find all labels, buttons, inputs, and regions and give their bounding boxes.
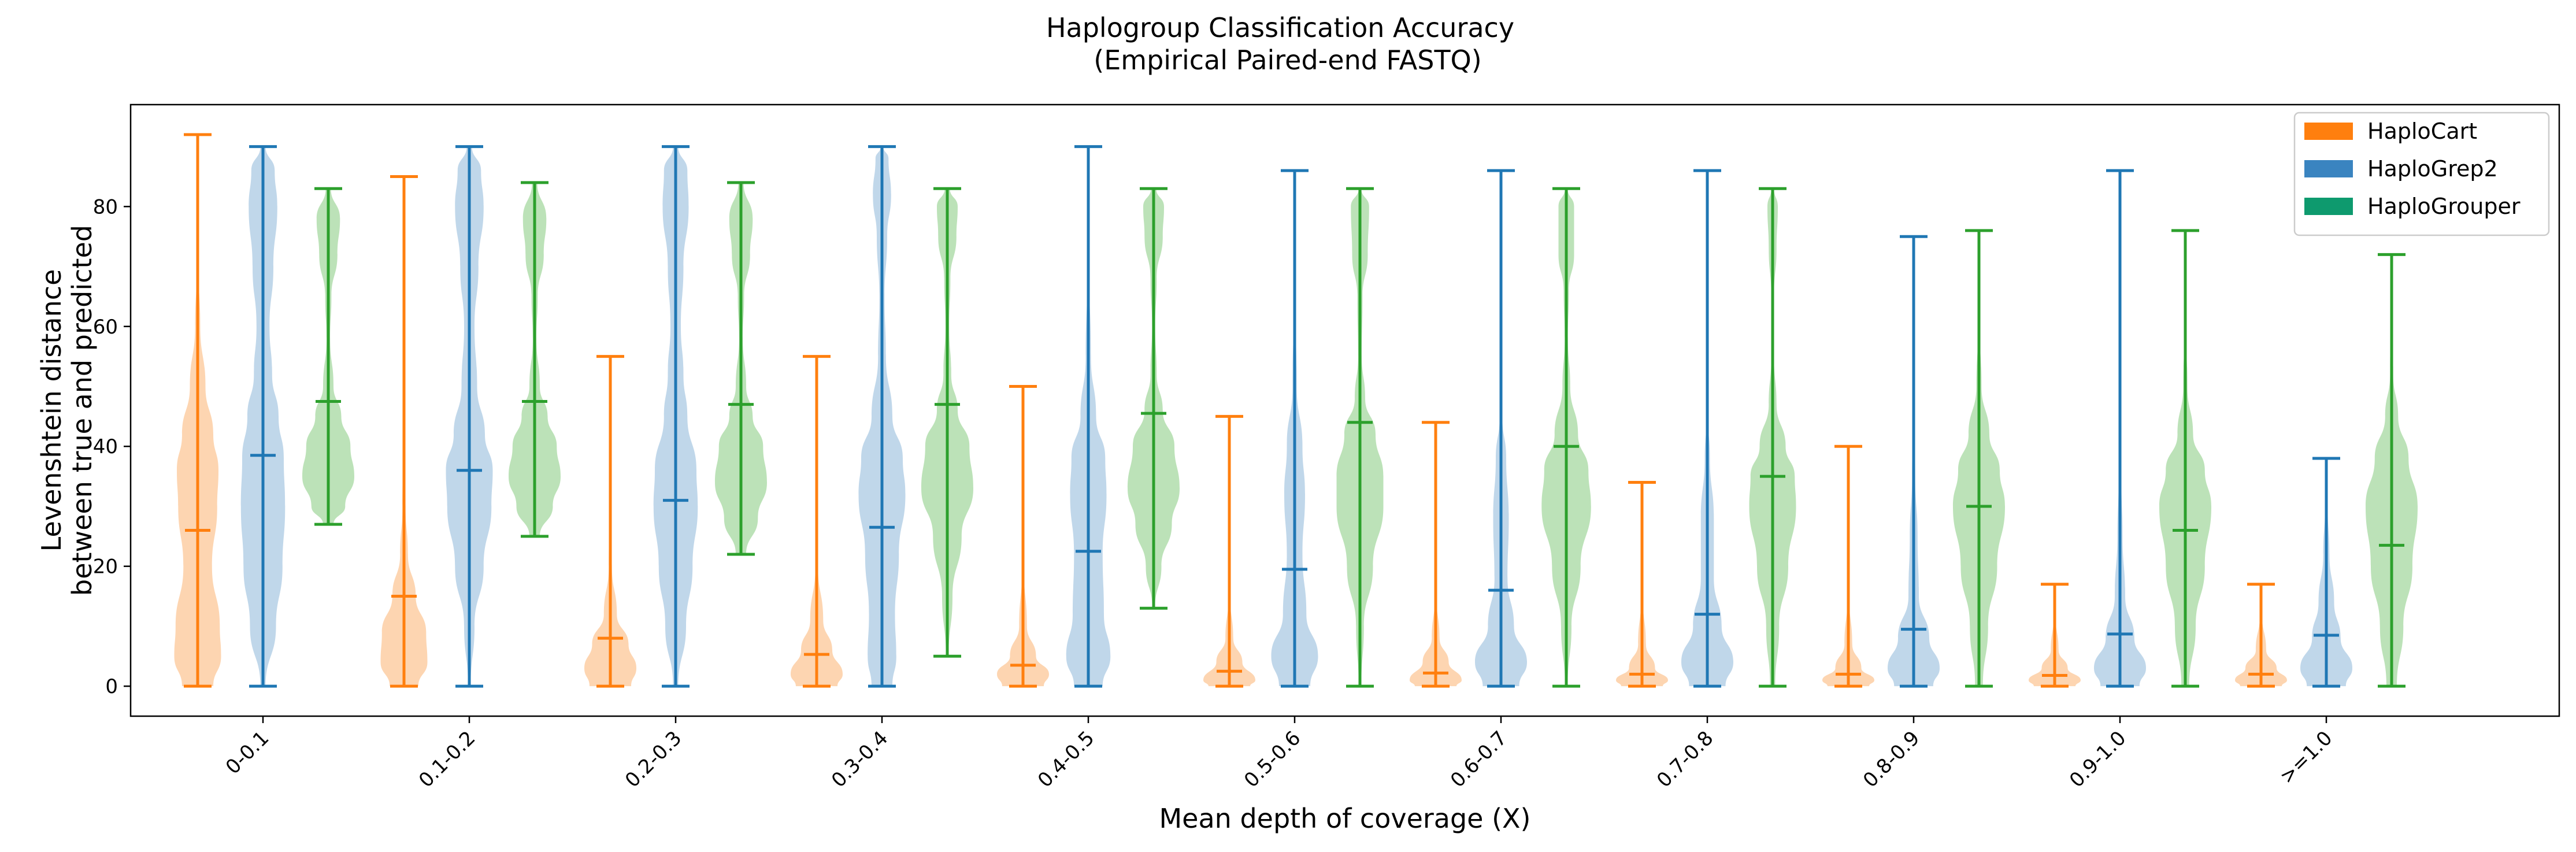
legend-swatch-haplogrep2 (2304, 160, 2353, 177)
legend-box (2293, 112, 2550, 236)
legend-swatch-haplogrouper (2304, 198, 2353, 215)
x-tick-label: 0.7-0.8 (1652, 727, 1718, 792)
x-tick-label: 0-0.1 (221, 727, 273, 779)
series-haplocart (174, 133, 2287, 688)
legend-label-haplogrouper: HaploGrouper (2367, 194, 2521, 219)
x-tick-label: 0.1-0.2 (414, 727, 480, 792)
legend-swatch-haplocart (2304, 123, 2353, 140)
x-tick-label: 0.2-0.3 (621, 727, 686, 792)
chart-title: Haplogroup Classification Accuracy (1046, 12, 1514, 43)
legend-label-haplocart: HaploCart (2367, 118, 2477, 144)
chart-subtitle: (Empirical Paired-end FASTQ) (1094, 45, 1481, 76)
x-tick-label: 0.3-0.4 (827, 727, 892, 792)
x-tick-label: 0.8-0.9 (1859, 727, 1924, 792)
x-tick-label: >=1.0 (2275, 727, 2337, 788)
y-tick-label: 40 (93, 435, 118, 458)
x-axis-label: Mean depth of coverage (X) (1159, 803, 1530, 834)
legend-item-haplocart: HaploCart (2304, 118, 2477, 144)
x-tick-label: 0.5-0.6 (1240, 727, 1305, 792)
plot-area (174, 133, 2418, 688)
x-tick-label: 0.9-1.0 (2065, 727, 2130, 792)
legend: HaploCart HaploGrep2 HaploGrouper (2293, 112, 2550, 236)
y-tick-label: 0 (105, 675, 118, 698)
y-axis: 0 20 40 60 80 (93, 195, 131, 698)
x-tick-label: 0.6-0.7 (1446, 727, 1511, 792)
legend-item-haplogrep2: HaploGrep2 (2304, 156, 2498, 181)
series-haplogrep2 (240, 145, 2352, 688)
y-axis-label-line2: between true and predicted (66, 225, 98, 596)
y-tick-label: 80 (93, 195, 118, 218)
plot-frame (129, 103, 2560, 717)
x-tick-label: 0.4-0.5 (1033, 727, 1099, 792)
x-axis: 0-0.1 0.1-0.2 0.2-0.3 0.3-0.4 0.4-0.5 0.5-0.6… (221, 716, 2337, 792)
series-haplogrouper (302, 181, 2418, 688)
legend-label-haplogrep2: HaploGrep2 (2367, 156, 2498, 181)
y-axis-label-line1: Levenshtein distance (36, 269, 67, 552)
legend-item-haplogrouper: HaploGrouper (2304, 194, 2521, 219)
y-tick-label: 20 (93, 555, 118, 579)
y-tick-label: 60 (93, 316, 118, 339)
